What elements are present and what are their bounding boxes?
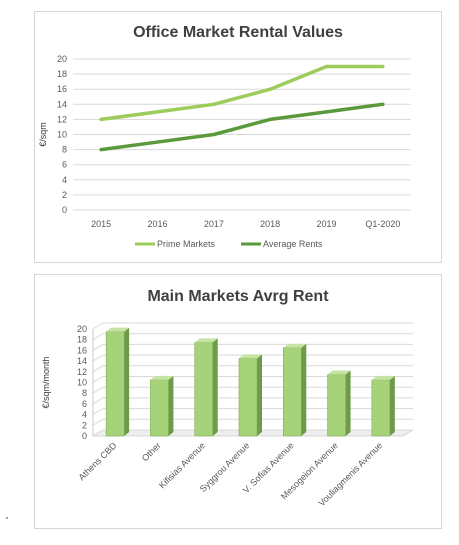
y-tick-label: 14 [57,99,67,109]
y-tick-label: 2 [82,420,87,430]
y-tick-label: 12 [57,114,67,124]
y-tick-label: 6 [82,399,87,409]
gridline [92,376,413,383]
bar-front [194,342,214,437]
bar-top [106,327,130,332]
bar-side [212,338,218,436]
bar-front [105,331,125,437]
legend-label: Average Rents [263,239,323,249]
y-tick-label: 0 [82,431,87,441]
bar-side [345,370,351,436]
chart-title: Office Market Rental Values [133,24,343,41]
bar-front [371,379,391,437]
bar-top [283,343,307,348]
gridline [92,408,413,416]
data-point [325,111,328,113]
bar-front [327,374,346,437]
legend-label: Prime Markets [157,239,216,249]
x-tick-label: 2016 [147,219,167,229]
y-tick-label: 0 [62,205,67,215]
stray-dot [6,517,8,519]
y-tick-label: 2 [62,190,67,200]
gridline [92,397,413,405]
data-point [382,103,384,106]
gridline [92,343,413,351]
x-tick-label: 2019 [316,219,336,229]
gridline [92,322,413,330]
bar-side [124,327,130,436]
x-tick-label: Other [140,440,163,463]
y-tick-label: 14 [77,356,87,366]
data-point [156,141,159,143]
line-chart-panel: Office Market Rental Values 0 2 4 6 8 10 12 14 1… [34,11,442,263]
y-tick-label: 18 [77,335,87,345]
bar-front [150,379,169,437]
x-tick-label: Q1-2020 [365,219,400,229]
series-line [99,64,385,122]
bar [371,375,395,437]
bar-top [194,338,218,343]
bar-side [257,354,262,436]
bar-top [371,375,395,380]
data-point [213,103,215,106]
data-point [100,148,102,151]
gridline [92,429,413,437]
bar [238,354,262,437]
bar [150,375,174,437]
chart-title: Main Markets Avrg Rent [147,288,329,305]
y-tick-label: 4 [62,175,67,185]
bar [194,338,218,437]
bar-front [238,358,258,437]
gridline [92,386,413,394]
line-chart-svg: 0 2 4 6 8 10 12 14 16 18 20 2015 2016 2017 2018 2019 Q1-… [38,54,411,249]
y-tick-label: 6 [62,160,67,170]
y-axis-label: €/sqm/month [41,356,51,408]
bar-side [389,375,395,436]
bar [282,343,307,437]
gridline [92,354,413,362]
y-tick-label: 20 [57,54,67,64]
x-tick-label: Kifisias Avenue [157,440,207,490]
bar-side [301,343,307,436]
y-tick-label: 12 [77,367,87,377]
bar-chart-panel: Main Markets Avrg Rent 0 2 4 6 8 10 12 14 16 18 20… [34,274,442,529]
data-point [269,118,271,121]
data-point [325,65,328,68]
y-tick-label: 8 [82,388,87,398]
data-point [100,118,102,121]
data-point [156,111,159,113]
gridline [92,333,413,341]
gridline [92,365,413,373]
y-tick-label: 10 [77,378,87,388]
y-tick-label: 16 [57,84,67,94]
gridline [92,418,413,426]
bar-top [327,370,351,375]
y-tick-label: 18 [57,69,67,79]
y-axis-label: €/sqm [38,122,48,147]
y-tick-label: 10 [57,130,67,140]
y-tick-label: 4 [82,410,87,420]
y-tick-label: 8 [62,145,67,155]
bar [327,370,351,437]
data-point [382,65,384,68]
bar-top [239,354,262,359]
data-point [269,88,271,90]
x-tick-label: 2017 [204,219,224,229]
bar [105,327,130,437]
bar-front [282,347,302,437]
bar-side [168,375,174,436]
x-tick-label: Athens CBD [76,440,118,482]
data-point [213,133,215,136]
bar-top [150,375,174,380]
x-tick-label: 2015 [91,219,111,229]
x-tick-label: 2018 [260,219,280,229]
series-line [99,102,385,152]
y-tick-label: 20 [77,324,87,334]
y-tick-label: 16 [77,345,87,355]
